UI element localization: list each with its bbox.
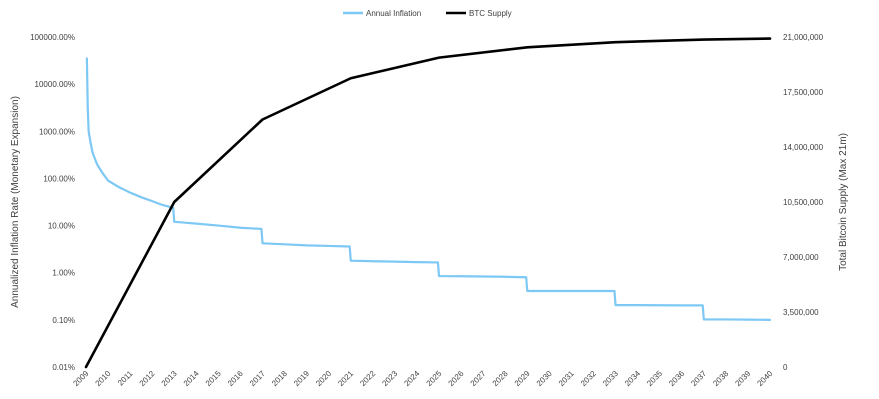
x-tick-label: 2034 [623, 369, 642, 388]
left-tick-label: 100.00% [43, 174, 75, 183]
x-tick-label: 2030 [535, 369, 554, 388]
x-tick-label: 2017 [248, 369, 267, 388]
x-tick-label: 2031 [557, 369, 576, 388]
x-tick-label: 2026 [447, 369, 466, 388]
right-tick-label: 17,500,000 [783, 88, 824, 97]
x-tick-label: 2024 [402, 369, 421, 388]
left-tick-label: 0.01% [52, 363, 75, 372]
left-axis-ticks: 0.01% 0.10% 1.00% 10.00% 100.00% 1000.00% 1000… [30, 33, 75, 372]
x-tick-label: 2040 [755, 369, 774, 388]
x-tick-label: 2025 [424, 369, 443, 388]
x-tick-label: 2015 [204, 369, 223, 388]
series-layer [84, 37, 772, 369]
x-tick-label: 2032 [579, 369, 598, 388]
x-tick-label: 2010 [94, 369, 113, 388]
x-tick-label: 2038 [711, 369, 730, 388]
x-tick-label: 2028 [491, 369, 510, 388]
right-tick-label: 0 [783, 363, 788, 372]
right-tick-label: 21,000,000 [783, 33, 824, 42]
x-tick-label: 2012 [138, 369, 157, 388]
x-tick-label: 2014 [182, 369, 201, 388]
right-axis-ticks: 0 3,500,000 7,000,000 10,500,000 14,000,000 1… [783, 33, 824, 372]
left-tick-label: 0.10% [52, 316, 75, 325]
x-tick-label: 2013 [160, 369, 179, 388]
x-tick-label: 2018 [270, 369, 289, 388]
left-tick-label: 10.00% [48, 222, 75, 231]
legend: Annual Inflation BTC Supply [343, 9, 512, 18]
x-tick-label: 2036 [667, 369, 686, 388]
legend-label-btc-supply: BTC Supply [469, 9, 512, 18]
x-tick-label: 2029 [513, 369, 532, 388]
x-tick-label: 2037 [689, 369, 708, 388]
x-tick-label: 2019 [292, 369, 311, 388]
x-axis-ticks: 2009 2010 2011 2012 2013 2014 2015 2016 2017 2018… [71, 369, 774, 388]
x-tick-label: 2020 [314, 369, 333, 388]
btc-supply-line [84, 37, 772, 369]
right-tick-label: 10,500,000 [783, 198, 824, 207]
left-tick-label: 10000.00% [35, 80, 75, 89]
x-tick-label: 2022 [358, 369, 377, 388]
x-tick-label: 2033 [601, 369, 620, 388]
right-tick-label: 3,500,000 [783, 308, 819, 317]
left-tick-label: 100000.00% [30, 33, 75, 42]
x-tick-label: 2016 [226, 369, 245, 388]
right-tick-label: 14,000,000 [783, 143, 824, 152]
x-tick-label: 2027 [469, 369, 488, 388]
right-axis-title: Total Bitcoin Supply (Max 21m) [838, 133, 849, 271]
left-axis-title: Annualized Inflation Rate (Monetary Expa… [10, 96, 21, 308]
x-tick-label: 2035 [645, 369, 664, 388]
right-tick-label: 7,000,000 [783, 253, 819, 262]
x-tick-label: 2011 [116, 369, 135, 388]
x-tick-label: 2021 [336, 369, 355, 388]
x-tick-label: 2023 [380, 369, 399, 388]
left-tick-label: 1000.00% [39, 127, 75, 136]
left-tick-label: 1.00% [52, 269, 75, 278]
annual-inflation-line [85, 57, 772, 321]
x-tick-label: 2039 [733, 369, 752, 388]
legend-label-annual-inflation: Annual Inflation [366, 9, 421, 18]
